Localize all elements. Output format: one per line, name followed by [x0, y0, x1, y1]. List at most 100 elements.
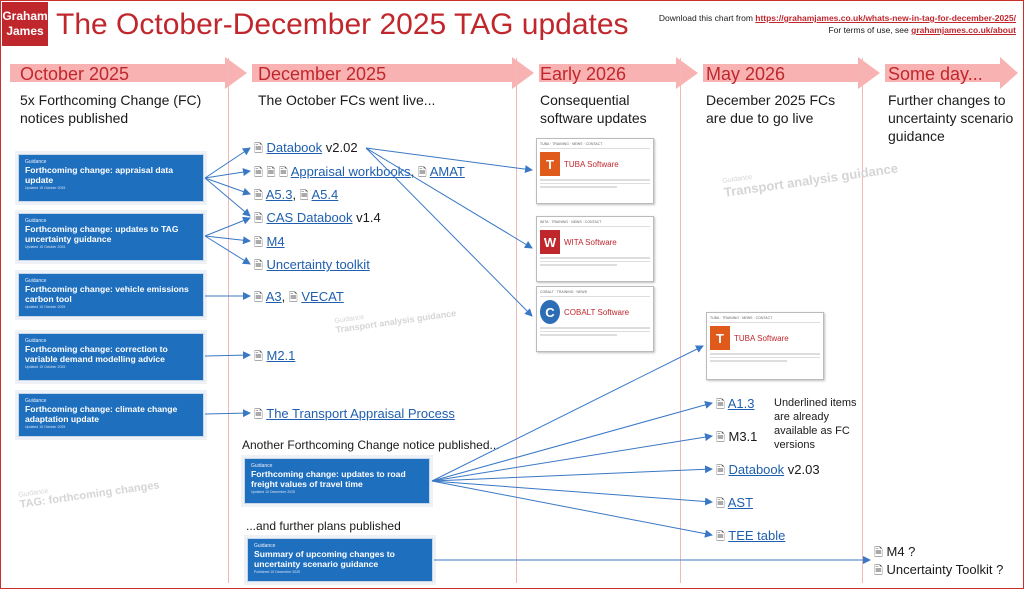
link-appraisal-workbooks[interactable]: Appraisal workbooks	[290, 164, 411, 179]
link-uncertainty-toolkit[interactable]: Uncertainty toolkit	[266, 257, 370, 272]
screenshot-nav: WITA · TRAINING · NEWS · CONTACT	[540, 220, 650, 227]
software-screenshot-wita[interactable]: WITA · TRAINING · NEWS · CONTACT W WITA …	[536, 216, 654, 282]
item-separator: ,	[292, 187, 300, 202]
heading-early-2026: Early 2026	[540, 64, 627, 84]
may-item-databook: 🗎 Databook v2.03	[716, 462, 820, 481]
link-a5-3[interactable]: A5.3	[265, 187, 293, 202]
fc-card-variable-demand[interactable]: Guidance Forthcoming change: correction …	[18, 333, 204, 381]
column-divider	[862, 58, 863, 583]
document-icon: 🗎	[716, 465, 725, 477]
dec-item-transport-appraisal-process: 🗎 The Transport Appraisal Process	[254, 406, 455, 425]
link-m2-1[interactable]: M2.1	[266, 348, 296, 363]
underline-note: Underlined items are already available a…	[774, 397, 857, 451]
heading-october-2025: October 2025	[20, 64, 130, 84]
card-title: Forthcoming change: appraisal data updat…	[25, 165, 174, 185]
desc-october-2025: 5x Forthcoming Change (FC) notices publi…	[20, 92, 202, 126]
document-icon: 🗎	[254, 143, 263, 155]
fc-card-appraisal-data[interactable]: Guidance Forthcoming change: appraisal d…	[18, 154, 204, 202]
document-icon: 🗎	[254, 260, 263, 272]
card-title: Forthcoming change: vehicle emissions ca…	[25, 284, 189, 304]
link-tee-table[interactable]: TEE table	[728, 528, 786, 543]
fc-card-uncertainty-guidance[interactable]: Guidance Forthcoming change: updates to …	[18, 213, 204, 261]
column-divider	[680, 58, 681, 583]
document-icon: 🗎	[278, 167, 288, 179]
link-a1-3[interactable]: A1.3	[727, 396, 755, 411]
link-ast[interactable]: AST	[727, 495, 754, 510]
page-title: The October-December 2025 TAG updates	[56, 8, 629, 41]
dec-item-databook: 🗎 Databook v2.02	[254, 140, 358, 159]
document-icon: 🗎	[254, 351, 263, 363]
card-label: Guidance	[25, 278, 47, 284]
logo-line-2: James	[6, 24, 44, 38]
fc-card-climate-change[interactable]: Guidance Forthcoming change: climate cha…	[18, 393, 204, 437]
document-icon: 🗎	[266, 167, 276, 179]
document-icon: 🗎	[254, 409, 263, 421]
terms-prefix: For terms of use, see	[828, 25, 912, 35]
text-m3-1: M3.1	[728, 429, 758, 444]
screenshot-nav: TUBA · TRAINING · NEWS · CONTACT	[540, 142, 650, 149]
desc-december-2025: The October FCs went live...	[258, 92, 436, 108]
software-screenshot-cobalt[interactable]: COBALT · TRAINING · NEWS C COBALT Softwa…	[536, 286, 654, 352]
link-transport-appraisal-process[interactable]: The Transport Appraisal Process	[266, 406, 455, 421]
card-title: Forthcoming change: updates to road frei…	[251, 469, 406, 489]
may-item-a1-3: 🗎 A1.3	[716, 396, 755, 415]
timeline-arrow-3	[539, 57, 698, 89]
card-date: Updated 15 October 2025	[25, 425, 66, 429]
wita-logo-icon: W	[540, 230, 560, 254]
heading-december-2025: December 2025	[258, 64, 387, 84]
document-icon: 🗎	[716, 531, 725, 543]
software-name: WITA Software	[564, 237, 617, 247]
card-date: Updated 15 October 2025	[25, 186, 66, 190]
document-icon: 🗎	[254, 292, 263, 304]
card-label: Guidance	[25, 159, 47, 165]
card-date: Updated 15 October 2025	[25, 305, 66, 309]
document-icon: 🗎	[254, 167, 263, 179]
item-separator: ,	[410, 164, 418, 179]
screenshot-text-lines	[540, 327, 650, 336]
link-a3[interactable]: A3	[265, 289, 282, 304]
card-label: Guidance	[25, 218, 47, 224]
tuba-logo-icon: T	[710, 326, 730, 350]
may-item-m3-1: 🗎 M3.1	[716, 429, 757, 448]
heading-some-day: Some day...	[888, 64, 983, 84]
item-suffix: v2.03	[784, 462, 820, 477]
dec-item-uncertainty-toolkit: 🗎 Uncertainty toolkit	[254, 257, 370, 276]
may-item-tee-table: 🗎 TEE table	[716, 528, 785, 547]
download-link[interactable]: https://grahamjames.co.uk/whats-new-in-t…	[755, 13, 1016, 23]
card-label: Guidance	[251, 463, 273, 469]
timeline-arrow-1	[10, 57, 247, 89]
item-suffix: v2.02	[322, 140, 358, 155]
link-cas-databook[interactable]: CAS Databook	[266, 210, 353, 225]
dec-item-a3-vecat: 🗎 A3, 🗎 VECAT	[254, 289, 344, 308]
timeline-arrow-5	[885, 57, 1018, 89]
timeline-arrow-2	[252, 57, 534, 89]
someday-item-uncertainty-toolkit: 🗎 Uncertainty Toolkit ?	[874, 562, 1003, 581]
software-screenshot-tuba[interactable]: TUBA · TRAINING · NEWS · CONTACT T TUBA …	[536, 138, 654, 204]
fc-card-road-freight[interactable]: Guidance Forthcoming change: updates to …	[244, 458, 430, 504]
document-icon: 🗎	[874, 547, 883, 559]
document-icon: 🗎	[716, 432, 725, 444]
software-screenshot-tuba-may[interactable]: TUBA · TRAINING · NEWS · CONTACT T TUBA …	[706, 312, 824, 380]
card-date: Published 10 December 2025	[254, 570, 301, 574]
link-amat[interactable]: AMAT	[429, 164, 465, 179]
link-databook[interactable]: Databook	[266, 140, 323, 155]
card-label: Guidance	[254, 543, 276, 549]
card-label: Guidance	[25, 398, 47, 404]
link-m4[interactable]: M4	[266, 234, 285, 249]
link-a5-4[interactable]: A5.4	[311, 187, 339, 202]
terms-link[interactable]: grahamjames.co.uk/about	[911, 25, 1016, 35]
fc-card-vehicle-emissions[interactable]: Guidance Forthcoming change: vehicle emi…	[18, 273, 204, 317]
document-icon: 🗎	[874, 565, 883, 577]
desc-early-2026: Consequential software updates	[540, 92, 647, 126]
download-note: Download this chart from https://grahamj…	[659, 12, 1016, 36]
item-separator: ,	[281, 289, 289, 304]
dec-item-a5: 🗎 A5.3, 🗎 A5.4	[254, 187, 338, 206]
dec-item-appraisal-workbooks: 🗎 🗎 🗎 Appraisal workbooks, 🗎 AMAT	[254, 164, 465, 183]
link-databook-v2-03[interactable]: Databook	[728, 462, 785, 477]
document-icon: 🗎	[716, 399, 725, 411]
screenshot-text-lines	[710, 353, 820, 362]
summary-card-uncertainty-scenario[interactable]: Guidance Summary of upcoming changes to …	[247, 538, 433, 582]
text-m4-question: M4 ?	[886, 544, 916, 559]
cobalt-logo-icon: C	[540, 300, 560, 324]
link-vecat[interactable]: VECAT	[301, 289, 344, 304]
